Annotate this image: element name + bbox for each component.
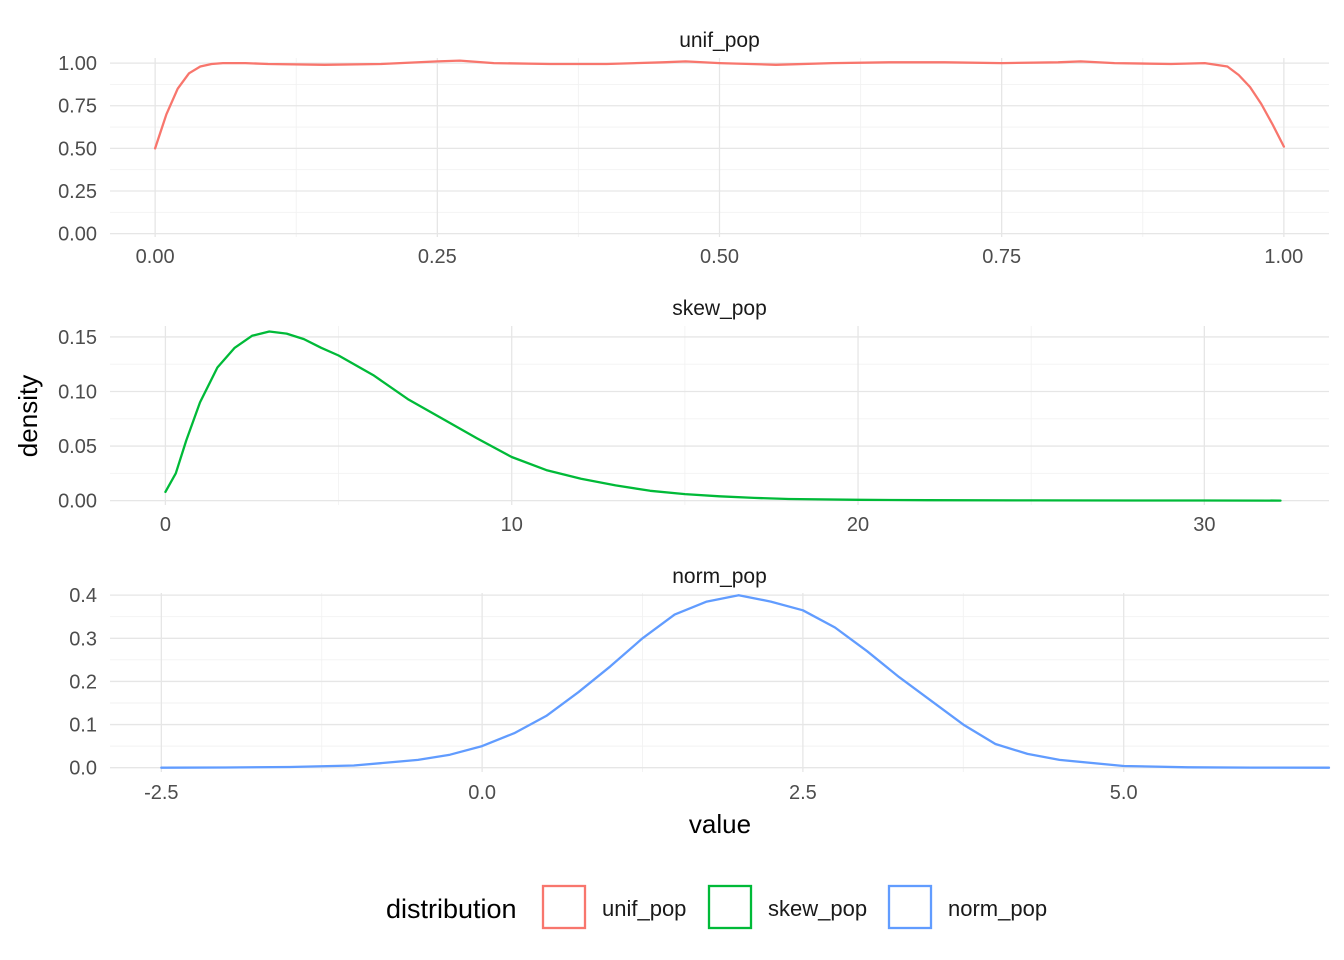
facet-strip-label: norm_pop — [672, 565, 767, 588]
y-tick-label: 0.4 — [69, 585, 97, 607]
y-axis-title: density — [13, 375, 43, 457]
density-line-norm_pop — [160, 594, 1331, 769]
x-tick-label: 30 — [1193, 514, 1215, 536]
density-line-skew_pop — [164, 330, 1282, 502]
y-tick-label: 0.10 — [58, 381, 97, 403]
y-tick-label: 0.1 — [69, 715, 97, 737]
x-tick-label: 5.0 — [1110, 782, 1138, 804]
y-tick-label: 0.25 — [58, 181, 97, 203]
x-tick-label: 0.25 — [418, 246, 457, 268]
facet-panel-skew_pop: 0.00 0.05 0.10 0.15 0 10 20 30 skew_pop — [58, 297, 1329, 536]
y-tick-label: 0.0 — [69, 758, 97, 780]
facet-strip-label: unif_pop — [679, 29, 760, 52]
legend: distribution unif_pop skew_pop norm_pop — [386, 884, 1047, 930]
x-tick-label: 0 — [160, 514, 171, 536]
legend-item-skew_pop: skew_pop — [707, 884, 867, 930]
legend-key — [707, 884, 753, 930]
legend-label: unif_pop — [602, 896, 686, 921]
x-tick-label: 0.75 — [982, 246, 1021, 268]
facet-strip-label: skew_pop — [672, 297, 767, 320]
legend-key — [541, 884, 587, 930]
x-tick-label: 20 — [847, 514, 869, 536]
x-tick-label: 10 — [501, 514, 523, 536]
y-tick-label: 0.2 — [69, 671, 97, 693]
legend-item-unif_pop: unif_pop — [541, 884, 686, 930]
legend-title: distribution — [386, 894, 517, 924]
facet-panels: 0.000.250.500.751.000.00 0.25 0.50 0.75 1.00… — [58, 29, 1331, 804]
x-tick-label: 1.00 — [1264, 246, 1303, 268]
facet-panel-norm_pop: 0.0 0.1 0.2 0.3 0.4 -2.5 0.0 2.5 5.0 norm_pop — [69, 565, 1331, 804]
legend-label: norm_pop — [948, 896, 1047, 921]
y-tick-label: 0.50 — [58, 138, 97, 160]
x-tick-label: 0.50 — [700, 246, 739, 268]
legend-label: skew_pop — [768, 896, 867, 921]
y-tick-label: 0.00 — [58, 224, 97, 246]
density-line-unif_pop — [153, 59, 1286, 150]
legend-item-norm_pop: norm_pop — [887, 884, 1047, 930]
x-tick-label: 0.0 — [468, 782, 496, 804]
y-tick-label: 0.75 — [58, 96, 97, 118]
legend-key — [887, 884, 933, 930]
facet-panel-unif_pop: 0.00 0.25 0.50 0.75 1.00 0.00 0.25 0.50 0.75 1.00… — [58, 29, 1329, 268]
y-tick-label: 0.3 — [69, 628, 97, 650]
x-tick-label: 0.00 — [136, 246, 175, 268]
y-tick-label: 0.15 — [58, 327, 97, 349]
y-tick-label: 1.00 — [58, 53, 97, 75]
y-tick-label: 0.05 — [58, 436, 97, 458]
x-tick-label: -2.5 — [144, 782, 178, 804]
x-tick-label: 2.5 — [789, 782, 817, 804]
y-tick-label: 0.00 — [58, 491, 97, 513]
x-axis-title: value — [689, 809, 751, 839]
